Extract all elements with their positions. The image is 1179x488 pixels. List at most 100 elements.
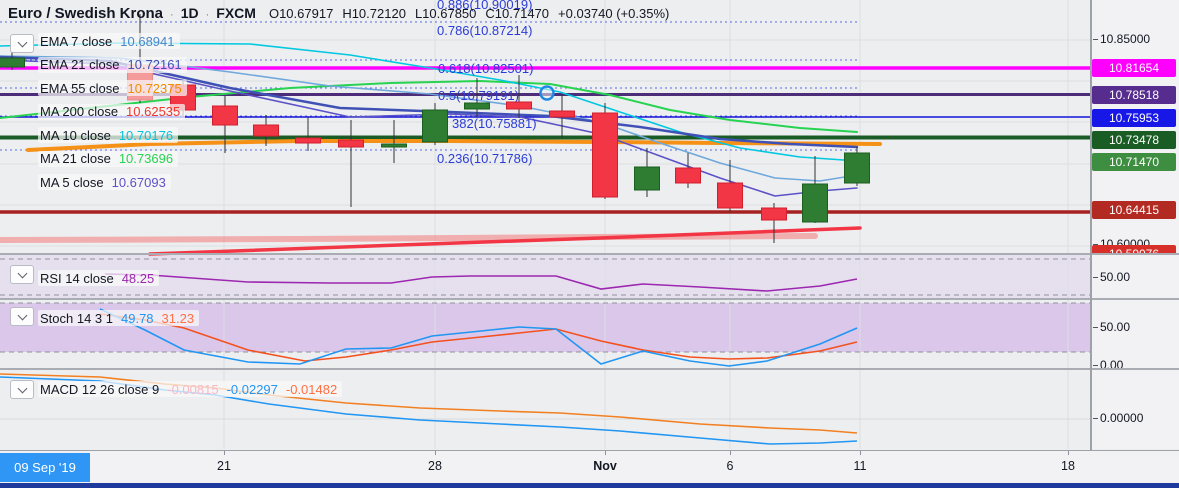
exchange-label: FXCM [216,5,256,21]
symbol-name[interactable]: Euro / Swedish Krona [8,5,164,22]
indicator-value: 48.25 [121,270,155,286]
fib-level-label[interactable]: 0.786(10.87214) [437,23,533,38]
fib-anchor-handle[interactable] [539,85,555,101]
time-tick-mark [435,451,436,455]
indicator-row-ma-200-close[interactable]: MA 200 close 10.62535 [38,103,186,120]
indicator-axis-label: 50.00 [1092,270,1131,284]
symbol-header: Euro / Swedish Krona · 1D · FXCM O10.679… [8,5,669,22]
ohlc-o: O10.67917 [268,6,334,21]
fib-level-label[interactable]: 0.5(10.79191) [438,88,519,103]
ma-10-line [0,42,859,162]
rsi-pane-collapse-button[interactable] [10,265,34,284]
indicator-value: 31.23 [161,310,195,326]
price-scale-stoch[interactable]: 50.00 0.00 [1090,300,1179,368]
indicator-row-ma-10-close[interactable]: MA 10 close 10.70176 [38,127,179,143]
price-scale-macd[interactable]: 0.00000 [1090,370,1179,449]
indicator-row-ema-55-close[interactable]: EMA 55 close 10.72375 [38,80,187,96]
indicator-row-ema-21-close[interactable]: EMA 21 close 10.72161 [38,56,187,73]
salmon-band-line [0,233,818,243]
interval-label[interactable]: 1D [180,5,199,21]
indicator-label: RSI 14 close [40,270,114,286]
pane-divider[interactable] [0,298,1179,300]
indicator-axis-label: 0.00000 [1092,411,1144,425]
ohlc-l: L10.67850 [414,6,477,21]
indicator-label: MA 10 close [40,127,111,143]
candle-body[interactable] [381,143,407,148]
main-pane-collapse-button[interactable] [10,34,34,53]
time-tick-mark [860,451,861,455]
price-chip: 10.64415 [1092,201,1176,219]
price-scale-main[interactable]: 10.85000 10.60000 10.81654 10.78518 10.75953… [1090,0,1179,253]
change-value: +0.03740 (+0.35%) [558,6,670,21]
indicator-label: EMA 21 close [40,57,120,72]
candle-body[interactable] [717,182,743,209]
candle-body[interactable] [549,110,575,118]
ohlc-c: C10.71470 [485,6,550,21]
candle-body[interactable] [295,137,321,144]
chevron-down-icon [17,268,27,278]
price-chip: 10.71470 [1092,153,1176,171]
indicator-label: EMA 7 close [40,33,113,49]
time-tick-label: 11 [853,459,867,473]
candle-body[interactable] [761,207,787,221]
candle-body[interactable] [0,57,25,68]
ma-200-line [148,226,862,256]
indicator-value: 10.72161 [127,57,182,72]
time-tick-mark [605,451,606,455]
candle-body[interactable] [212,105,238,126]
candle-body[interactable] [592,112,618,198]
indicator-row-ma-21-close[interactable]: MA 21 close 10.73696 [38,150,179,167]
stoch-pane-collapse-button[interactable] [10,307,34,326]
rsi-line [104,273,858,292]
indicator-row-ma-5-close[interactable]: MA 5 close 10.67093 [38,174,171,190]
fib-level-label[interactable]: 382(10.75881) [452,116,537,131]
time-tick-label: Nov [593,459,617,473]
chevron-down-icon [17,310,27,320]
candle-body[interactable] [634,166,660,191]
stoch-d-line [99,313,858,362]
time-tick-label: 21 [217,459,231,473]
candle-body[interactable] [844,152,870,184]
fib-level-label[interactable]: 0.618(10.82501) [438,61,534,76]
candle-body[interactable] [422,109,448,143]
stoch-indicator-row[interactable]: Stoch 14 3 1 49.78 31.23 [38,310,200,326]
candle-body[interactable] [802,183,828,223]
indicator-label: MA 21 close [40,151,111,166]
candle-body[interactable] [464,102,490,110]
fib-level-label[interactable]: 0.236(10.71786) [437,151,533,166]
indicator-value: 10.70176 [118,127,174,143]
rsi-indicator-row[interactable]: RSI 14 close 48.25 [38,270,160,286]
price-scale-rsi[interactable]: 50.00 [1090,255,1179,298]
chevron-down-icon [17,383,27,393]
indicator-value: -0.02297 [226,381,278,397]
candle-body[interactable] [253,124,279,137]
ma-5-line [0,59,858,197]
price-chip: 10.78518 [1092,86,1176,104]
indicator-value: 10.68941 [120,33,175,49]
indicator-value: 10.73696 [118,151,174,166]
time-tick-mark [224,451,225,455]
window-bottom-edge [0,483,1179,488]
start-date-badge: 09 Sep '19 [0,453,90,482]
candle-body[interactable] [675,167,701,184]
indicator-value: 49.78 [121,310,154,326]
pane-divider[interactable] [0,253,1179,255]
indicator-value: 10.67093 [111,174,166,190]
time-axis[interactable]: 09 Sep '19 21 28 Nov 6 11 18 [0,450,1179,483]
indicator-value: -0.00815 [167,381,219,397]
candle-body[interactable] [506,101,532,110]
indicator-axis-label: 50.00 [1092,320,1131,334]
fib-level-label[interactable]: 0.886(10.90019) [437,0,533,12]
time-tick-label: 18 [1061,459,1075,473]
candle-body[interactable] [338,139,364,148]
macd-pane-collapse-button[interactable] [10,380,34,399]
indicator-row-ema-7-close[interactable]: EMA 7 close 10.68941 [38,33,180,49]
time-tick-label: 28 [428,459,442,473]
stoch-k-line [99,308,858,367]
indicator-label: MA 5 close [40,174,104,190]
macd-indicator-row[interactable]: MACD 12 26 close 9 -0.00815 -0.02297 -0.014… [38,381,343,397]
scale-border [1090,0,1092,483]
indicator-value: 10.72375 [127,80,182,96]
indicator-axis-label: 0.00 [1092,358,1123,368]
pane-divider[interactable] [0,368,1179,370]
